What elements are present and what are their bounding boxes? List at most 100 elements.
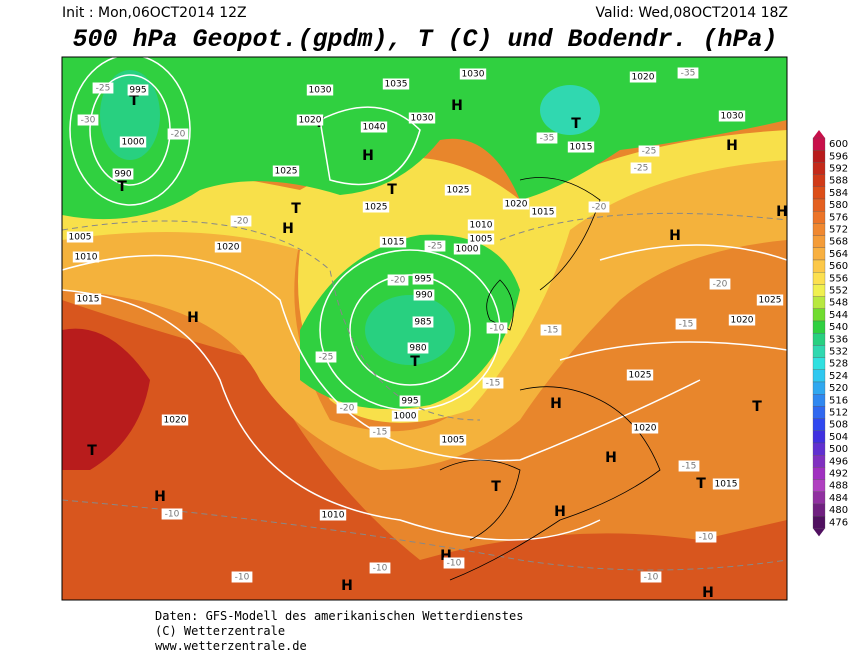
temperature-label-bg (678, 460, 700, 472)
colorbar-cell (812, 162, 826, 175)
isobar-label-bg (119, 136, 147, 148)
temperature-label-bg (443, 557, 465, 569)
colorbar-label: 556 (829, 273, 848, 284)
temperature-label-bg (540, 324, 562, 336)
pressure-center: H (154, 489, 166, 505)
temperature-label-bg (482, 377, 504, 389)
colorbar-cell (812, 333, 826, 346)
temperature-label: -30 (81, 116, 96, 126)
temperature-label-bg (536, 132, 558, 144)
temperature-label: -35 (540, 134, 555, 144)
colorbar-label: 600 (829, 139, 848, 150)
temperature-label-bg (387, 274, 409, 286)
colorbar-label: 476 (829, 517, 848, 528)
isobar-label-bg (379, 236, 407, 248)
colorbar-label: 580 (829, 200, 848, 211)
isobar-label: 1030 (462, 70, 485, 80)
temperature-label-bg (588, 201, 610, 213)
colorbar-label: 512 (829, 408, 848, 419)
footer-copyright: (C) Wetterzentrale (155, 624, 285, 638)
temperature-label-bg (231, 571, 253, 583)
pressure-center: H (702, 585, 714, 601)
colorbar-arrow-bottom (813, 528, 825, 537)
colorbar-label: 536 (829, 334, 848, 345)
isobar-label-bg (413, 289, 435, 301)
isobar-label: 985 (414, 318, 431, 328)
colorbar-arrow-top (813, 130, 825, 138)
temperature-label-bg (709, 278, 731, 290)
colorbar-cell (812, 223, 826, 236)
temperature-label: -20 (592, 203, 607, 213)
pressure-center: H (282, 221, 294, 237)
coastlines (439, 177, 661, 581)
isobar-label-bg (459, 68, 487, 80)
temperature-label-bg (486, 322, 508, 334)
colorbar-cell (812, 235, 826, 248)
colorbar-cell (812, 150, 826, 163)
isobar-label-bg (467, 219, 495, 231)
colorbar-cell (812, 418, 826, 431)
isobar-label: 980 (409, 344, 426, 354)
pressure-center: T (117, 179, 127, 195)
isobar-label-bg (127, 84, 149, 96)
colorbar-cell (812, 284, 826, 297)
pressure-center: T (752, 399, 762, 415)
colorbar-label: 592 (829, 164, 848, 175)
temperature-label-bg (424, 240, 446, 252)
temperature-label: -25 (642, 147, 657, 157)
isobar-label-bg (567, 141, 595, 153)
isobar-label: 1010 (322, 511, 345, 521)
isobar-label: 1025 (365, 203, 388, 213)
colorbar-cell (812, 174, 826, 187)
valid-time: Valid: Wed,08OCT2014 18Z (595, 5, 788, 21)
isobar-label-bg (72, 251, 100, 263)
isobar-label-bg (444, 184, 472, 196)
isobar-label: 1020 (217, 243, 240, 253)
colorbar-cell (812, 503, 826, 517)
temperature-label: -10 (699, 533, 714, 543)
temperature-label-bg (92, 82, 114, 94)
colorbar-cell (812, 272, 826, 285)
colorbar-cell (812, 186, 826, 200)
isobar-label-bg (412, 316, 434, 328)
isobar-label-bg (399, 395, 421, 407)
isobar-label: 1000 (394, 412, 417, 422)
temperature-label-bg (369, 562, 391, 574)
isobar-label-bg (161, 414, 189, 426)
colorbar-label: 560 (829, 261, 848, 272)
low-core (365, 295, 455, 365)
colorbar-cell (812, 406, 826, 419)
isobar-label-bg (412, 273, 434, 285)
colorbar-cell (812, 296, 826, 309)
colorbar-label: 520 (829, 383, 848, 394)
colorbar-cell (812, 345, 826, 358)
temperature-label-bg (369, 426, 391, 438)
isobar-label: 1010 (470, 221, 493, 231)
isobar-label: 1005 (442, 436, 465, 446)
isobar-label: 1020 (634, 424, 657, 434)
temperature-label: -25 (96, 84, 111, 94)
colorbar-cell (812, 137, 826, 151)
colorbar-label: 544 (829, 310, 848, 321)
temperature-label-bg (336, 402, 358, 414)
isobar-label: 1015 (715, 480, 738, 490)
isobar-label: 1020 (164, 416, 187, 426)
isobar-label: 1030 (721, 112, 744, 122)
colorbar-label: 552 (829, 286, 848, 297)
isobar-label: 1015 (77, 295, 100, 305)
temperature-label-bg (630, 162, 652, 174)
colorbar-label: 548 (829, 298, 848, 309)
pressure-center: T (571, 116, 581, 132)
isobar-label: 995 (401, 397, 418, 407)
isobar-label: 1040 (363, 123, 386, 133)
colorbar-cell (812, 357, 826, 370)
isobar-label: 1020 (632, 73, 655, 83)
colorbar-cell (812, 467, 826, 480)
colorbar-label: 588 (829, 176, 848, 187)
temperature-label: -10 (235, 573, 250, 583)
low-core (540, 85, 600, 135)
isobar-label: 1020 (505, 200, 528, 210)
colorbar-cell (812, 198, 826, 212)
colorbar-label: 572 (829, 225, 848, 236)
